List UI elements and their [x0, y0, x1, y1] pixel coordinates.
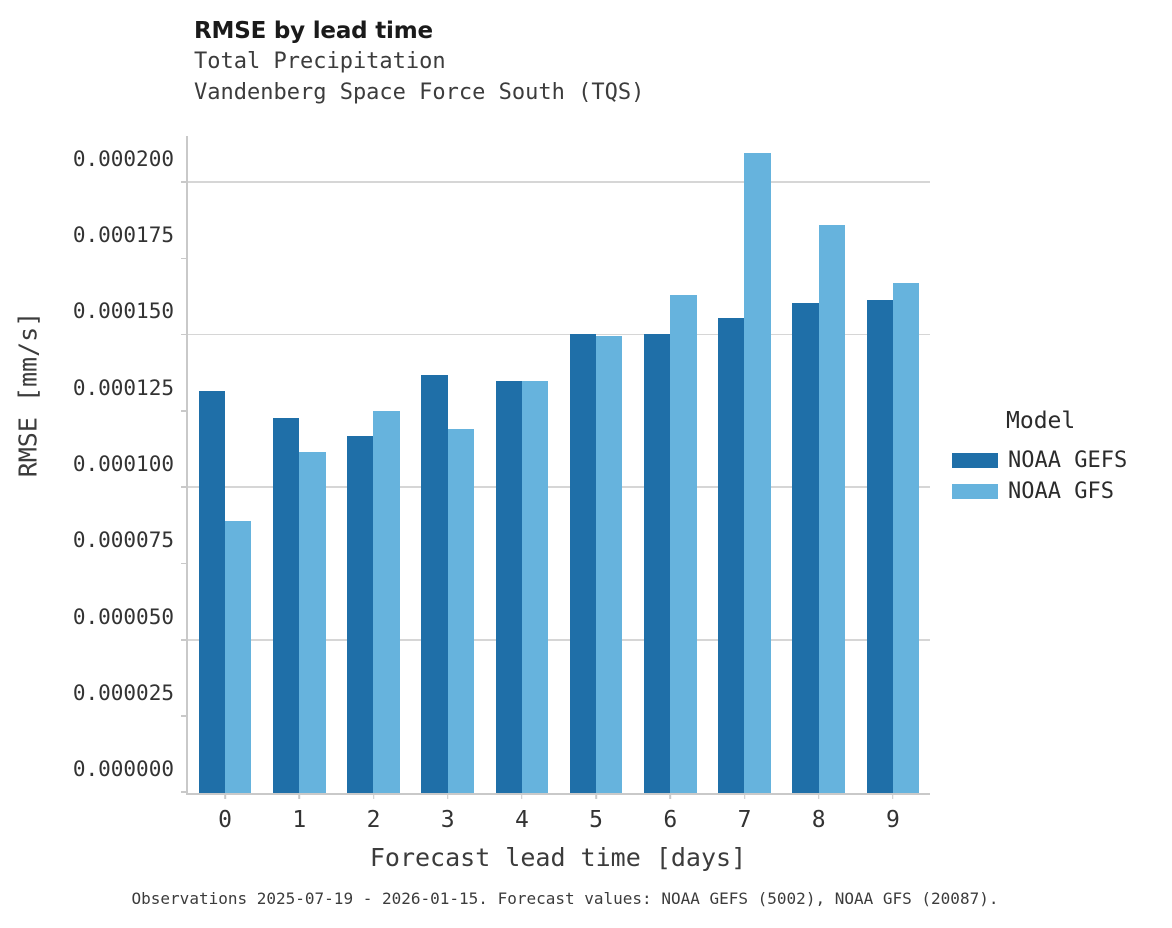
x-tick-mark — [298, 793, 301, 799]
bar-group — [421, 136, 474, 793]
x-tick-mark — [892, 793, 894, 799]
y-tick-mark — [181, 333, 188, 336]
bar-noaa-gefs-lead-4[interactable] — [495, 381, 522, 793]
bar-group — [272, 136, 326, 793]
bar-noaa-gefs-lead-0[interactable] — [198, 391, 226, 793]
x-tick-label: 0 — [218, 807, 233, 833]
footer-note: Observations 2025-07-19 - 2026-01-15. Fo… — [131, 889, 999, 908]
y-tick-mark — [181, 638, 188, 641]
x-tick-label: 1 — [292, 807, 307, 833]
bar-noaa-gfs-lead-4[interactable] — [521, 381, 549, 793]
x-tick-mark — [224, 793, 226, 799]
y-axis-title: RMSE [mm/s] — [13, 311, 43, 478]
x-tick-label: 4 — [514, 807, 529, 833]
legend-item-label: NOAA GFS — [1008, 479, 1114, 504]
legend-swatch-icon — [952, 484, 998, 499]
bar-noaa-gfs-lead-7[interactable] — [744, 153, 771, 793]
gridline — [188, 333, 930, 336]
legend-swatch-icon — [952, 453, 998, 468]
y-tick-label: 0.000100 — [72, 452, 174, 476]
x-tick-label: 5 — [589, 807, 604, 833]
bar-noaa-gefs-lead-6[interactable] — [643, 333, 671, 793]
x-tick-mark — [446, 793, 449, 799]
bar-group — [198, 136, 252, 793]
bar-noaa-gefs-lead-3[interactable] — [421, 374, 448, 793]
x-tick-label: 3 — [440, 807, 455, 833]
bar-group — [347, 136, 400, 793]
x-axis-title: Forecast lead time [days] — [369, 843, 747, 872]
legend-title: Model — [1006, 408, 1076, 434]
bar-noaa-gfs-lead-8[interactable] — [818, 225, 845, 793]
x-tick-label: 7 — [737, 807, 752, 833]
x-tick-mark — [595, 793, 597, 799]
legend-item-label: NOAA GEFS — [1008, 448, 1128, 473]
gridline — [188, 181, 930, 183]
page-title: RMSE by lead time — [194, 18, 433, 44]
x-tick-mark — [669, 793, 672, 799]
x-tick-label: 8 — [811, 807, 826, 833]
bar-noaa-gefs-lead-2[interactable] — [347, 435, 374, 793]
x-tick-mark — [743, 793, 746, 799]
y-tick-label: 0.000175 — [72, 223, 174, 248]
plot-area: 0.000000 0.000025 0.000050 0.000075 0.000100… — [73, 136, 930, 833]
bar-group — [569, 136, 623, 793]
gridline — [188, 638, 930, 641]
bar-noaa-gefs-lead-7[interactable] — [718, 317, 745, 793]
x-tick-label: 9 — [885, 807, 900, 833]
y-tick-mark — [181, 791, 188, 793]
y-tick-label: 0.000200 — [72, 146, 174, 171]
gridline — [188, 486, 930, 488]
bar-noaa-gfs-lead-9[interactable] — [892, 283, 920, 793]
bar-noaa-gefs-lead-8[interactable] — [792, 303, 819, 793]
bar-group — [495, 136, 549, 793]
chart-subtitle-location: Vandenberg Space Force South (TQS) — [194, 80, 645, 105]
x-tick-label: 6 — [663, 807, 678, 833]
bar-noaa-gfs-lead-6[interactable] — [670, 295, 697, 793]
bar-group — [643, 136, 697, 793]
bar-noaa-gefs-lead-1[interactable] — [272, 418, 300, 793]
bar-group — [866, 136, 920, 793]
y-tick-label: 0.000050 — [72, 604, 174, 629]
bar-noaa-gfs-lead-2[interactable] — [373, 411, 400, 793]
bar-noaa-gfs-lead-3[interactable] — [447, 428, 474, 793]
x-tick-mark — [521, 793, 523, 799]
x-tick-mark — [817, 793, 820, 799]
legend-item-noaa-gfs[interactable]: NOAA GFS — [952, 476, 1166, 507]
chart-subtitle-variable: Total Precipitation — [194, 49, 446, 74]
y-tick-mark — [181, 715, 188, 717]
y-tick-mark — [181, 181, 188, 183]
legend-rows: NOAA GEFS NOAA GFS — [952, 445, 1166, 507]
y-tick-label: 0.000075 — [72, 528, 174, 553]
bar-noaa-gfs-lead-0[interactable] — [225, 520, 252, 793]
legend: Model NOAA GEFS NOAA GFS — [952, 408, 1166, 507]
bars-layer — [188, 136, 930, 793]
x-tick-label: 2 — [366, 807, 381, 833]
y-tick-label: 0.000025 — [72, 680, 174, 705]
y-tick-label: 0.000150 — [72, 299, 174, 324]
bar-noaa-gefs-lead-5[interactable] — [569, 333, 597, 793]
y-tick-mark — [181, 257, 188, 260]
bar-group — [718, 136, 771, 793]
y-tick-mark — [181, 486, 188, 488]
bar-group — [792, 136, 845, 793]
x-tick-mark — [372, 793, 375, 799]
y-tick-label: 0.000125 — [72, 375, 174, 400]
y-tick-label: 0.000000 — [72, 757, 174, 781]
bar-noaa-gefs-lead-9[interactable] — [866, 300, 893, 793]
title-block: RMSE by lead time Total Precipitation Va… — [194, 16, 954, 108]
y-tick-mark — [181, 410, 188, 412]
legend-item-noaa-gefs[interactable]: NOAA GEFS — [952, 445, 1166, 476]
y-tick-mark — [181, 562, 188, 565]
bar-noaa-gfs-lead-1[interactable] — [299, 452, 326, 793]
bar-noaa-gfs-lead-5[interactable] — [596, 336, 623, 793]
